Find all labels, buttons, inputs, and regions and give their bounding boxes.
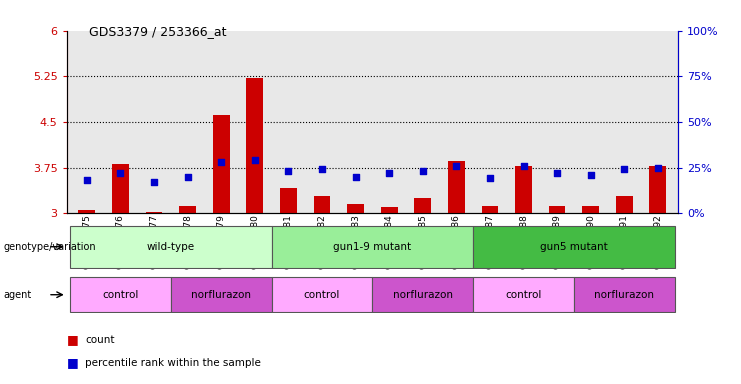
Bar bbox=[313, 196, 330, 213]
Point bbox=[316, 166, 328, 172]
Text: percentile rank within the sample: percentile rank within the sample bbox=[85, 358, 261, 368]
Bar bbox=[574, 277, 674, 312]
Bar bbox=[649, 166, 666, 213]
Text: ■: ■ bbox=[67, 333, 79, 346]
Point bbox=[551, 170, 563, 176]
Text: norflurazon: norflurazon bbox=[594, 290, 654, 300]
Bar bbox=[348, 204, 364, 213]
Bar bbox=[171, 277, 272, 312]
Bar bbox=[280, 188, 297, 213]
Text: control: control bbox=[102, 290, 139, 300]
Point bbox=[182, 174, 193, 180]
Bar bbox=[515, 166, 532, 213]
Point bbox=[652, 164, 664, 170]
Point bbox=[115, 170, 127, 176]
Bar bbox=[448, 161, 465, 213]
Bar bbox=[414, 198, 431, 213]
Point bbox=[350, 174, 362, 180]
Text: genotype/variation: genotype/variation bbox=[4, 242, 96, 252]
Text: norflurazon: norflurazon bbox=[191, 290, 251, 300]
Bar bbox=[582, 206, 599, 213]
Bar bbox=[272, 225, 473, 268]
Point bbox=[451, 163, 462, 169]
Text: ■: ■ bbox=[67, 356, 79, 369]
Point bbox=[416, 168, 428, 174]
Bar bbox=[473, 277, 574, 312]
Bar bbox=[616, 196, 633, 213]
Text: gun1-9 mutant: gun1-9 mutant bbox=[333, 242, 411, 252]
Point bbox=[148, 179, 160, 185]
Point bbox=[282, 168, 294, 174]
Text: agent: agent bbox=[4, 290, 32, 300]
Bar bbox=[179, 206, 196, 213]
Text: control: control bbox=[304, 290, 340, 300]
Text: wild-type: wild-type bbox=[147, 242, 195, 252]
Point bbox=[585, 172, 597, 178]
Point bbox=[517, 163, 529, 169]
Bar bbox=[247, 78, 263, 213]
Text: GDS3379 / 253366_at: GDS3379 / 253366_at bbox=[89, 25, 227, 38]
Bar bbox=[79, 210, 96, 213]
Point bbox=[81, 177, 93, 184]
Bar bbox=[473, 225, 674, 268]
Text: norflurazon: norflurazon bbox=[393, 290, 453, 300]
Bar bbox=[372, 277, 473, 312]
Text: control: control bbox=[505, 290, 542, 300]
Point bbox=[216, 159, 227, 165]
Bar bbox=[381, 207, 397, 213]
Bar bbox=[70, 277, 171, 312]
Bar bbox=[482, 206, 498, 213]
Bar bbox=[146, 212, 162, 213]
Bar bbox=[70, 225, 272, 268]
Bar bbox=[112, 164, 129, 213]
Point bbox=[249, 157, 261, 163]
Bar bbox=[272, 277, 372, 312]
Bar bbox=[548, 206, 565, 213]
Point bbox=[484, 175, 496, 182]
Point bbox=[618, 166, 630, 172]
Text: count: count bbox=[85, 335, 115, 345]
Text: gun5 mutant: gun5 mutant bbox=[540, 242, 608, 252]
Bar bbox=[213, 115, 230, 213]
Point bbox=[383, 170, 395, 176]
